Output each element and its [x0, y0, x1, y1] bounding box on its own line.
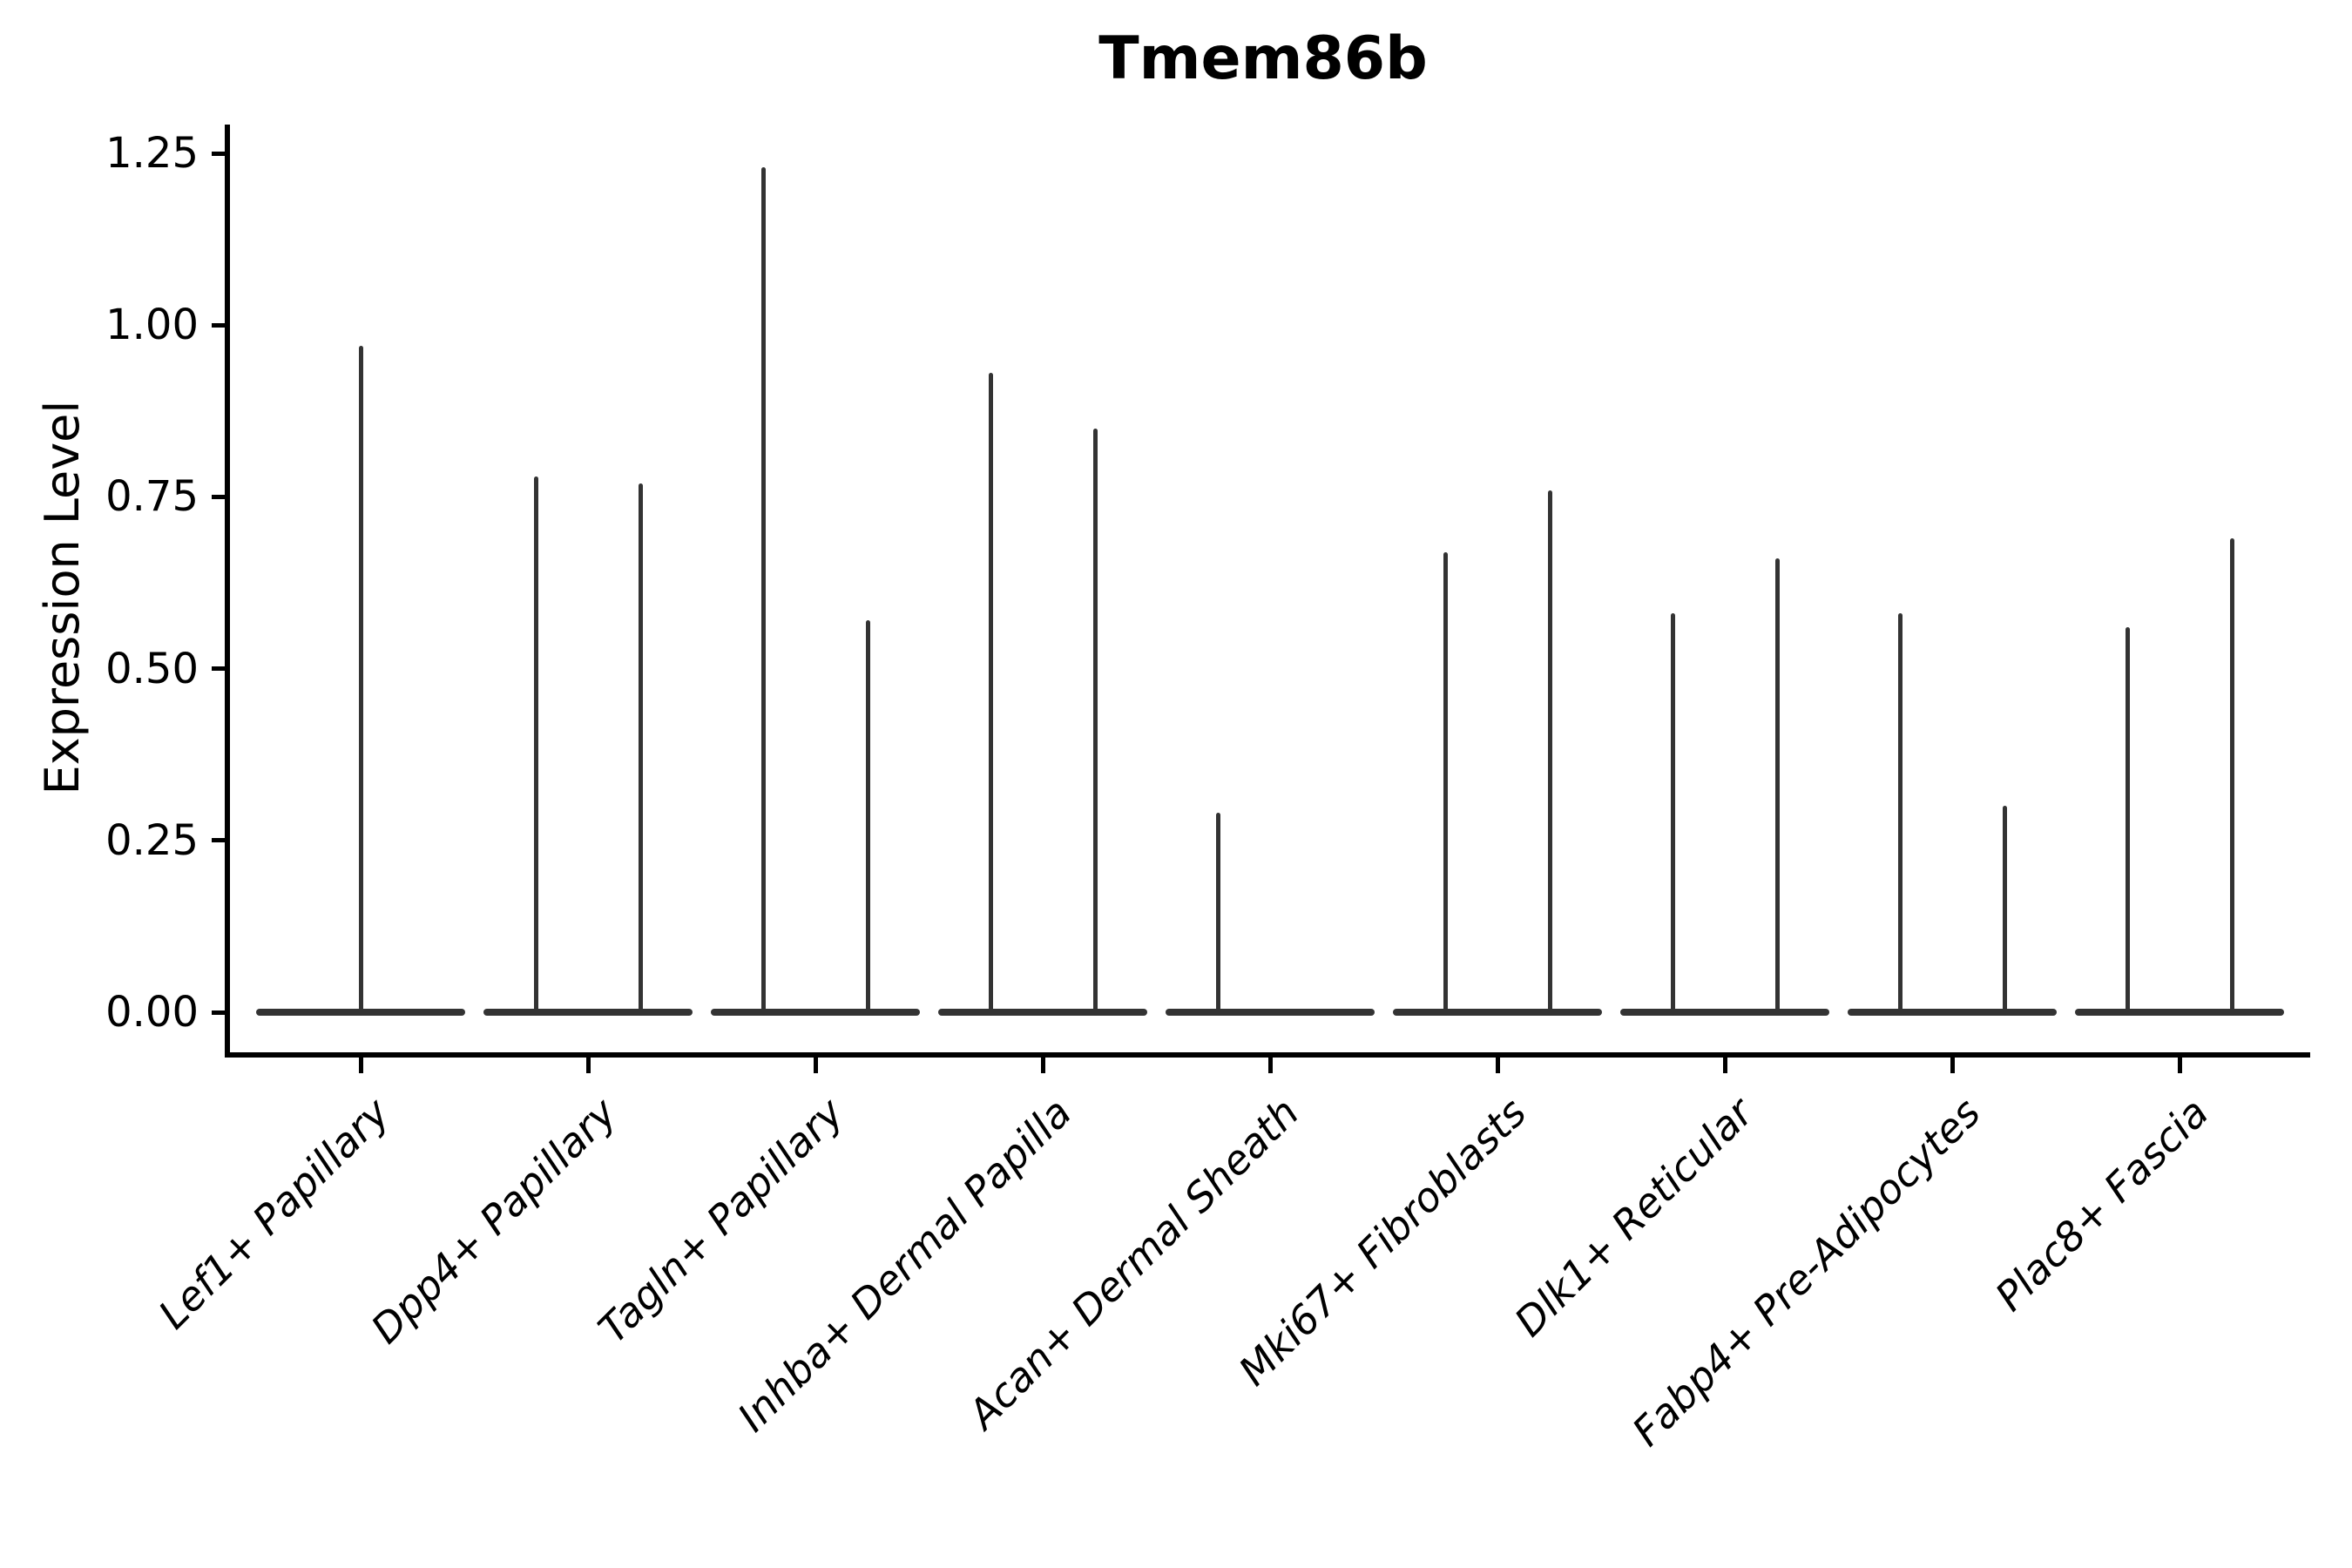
violin-max-spike — [988, 373, 993, 1016]
x-tick — [1267, 1058, 1273, 1073]
x-tick-label: Lef1+ Papillary — [149, 1088, 399, 1338]
y-tick — [212, 1010, 225, 1015]
y-tick-label: 0.25 — [105, 815, 199, 865]
violin-max-spike — [1443, 551, 1448, 1016]
violin-max-spike — [2002, 806, 2007, 1016]
violin-body-zero — [1848, 1009, 2057, 1016]
violin-body-zero — [711, 1009, 920, 1016]
x-tick-label: Plac8+ Fascia — [1985, 1088, 2218, 1321]
y-tick-label: 1.00 — [105, 301, 199, 350]
x-tick — [585, 1058, 591, 1073]
x-tick — [813, 1058, 818, 1073]
violin-max-spike — [358, 345, 363, 1016]
violin-max-spike — [1897, 613, 1903, 1016]
violin-max-spike — [2229, 537, 2234, 1016]
y-axis-label: Expression Level — [35, 400, 90, 795]
x-tick — [1950, 1058, 1955, 1073]
violin-max-spike — [1547, 490, 1552, 1016]
violin-body-zero — [1393, 1009, 1602, 1016]
y-tick — [212, 151, 225, 156]
violin-max-spike — [865, 620, 870, 1016]
violin-max-spike — [2125, 627, 2130, 1016]
x-tick — [358, 1058, 363, 1073]
violin-body-zero — [938, 1009, 1147, 1016]
x-tick — [2177, 1058, 2182, 1073]
violin-body-zero — [1620, 1009, 1829, 1016]
violin-max-spike — [638, 483, 643, 1016]
x-tick-label: Dpp4+ Papillary — [362, 1088, 626, 1353]
y-tick — [212, 838, 225, 843]
x-axis-spine — [225, 1052, 2310, 1058]
y-axis-spine — [225, 125, 230, 1058]
x-tick — [1040, 1058, 1045, 1073]
y-tick-label: 0.50 — [105, 644, 199, 693]
violin-max-spike — [1092, 428, 1098, 1016]
y-tick-label: 1.25 — [105, 129, 199, 178]
violin-max-spike — [1670, 613, 1675, 1016]
y-tick-label: 0.00 — [105, 988, 199, 1037]
violin-max-spike — [1215, 813, 1220, 1016]
x-tick — [1722, 1058, 1727, 1073]
violin-max-spike — [533, 476, 538, 1016]
y-tick — [212, 322, 225, 328]
y-tick — [212, 666, 225, 672]
violin-max-spike — [1774, 558, 1780, 1016]
y-tick — [212, 494, 225, 499]
x-tick-label: Dlk1+ Reticular — [1505, 1088, 1763, 1346]
violin-body-zero — [2075, 1009, 2284, 1016]
x-tick — [1495, 1058, 1500, 1073]
y-tick-label: 0.75 — [105, 472, 199, 522]
chart-title: Tmem86b — [1098, 24, 1428, 93]
violin-body-zero — [483, 1009, 693, 1016]
x-tick-label: Tagln+ Papillary — [589, 1088, 854, 1353]
violin-max-spike — [760, 166, 766, 1016]
violin-body-zero — [1166, 1009, 1375, 1016]
